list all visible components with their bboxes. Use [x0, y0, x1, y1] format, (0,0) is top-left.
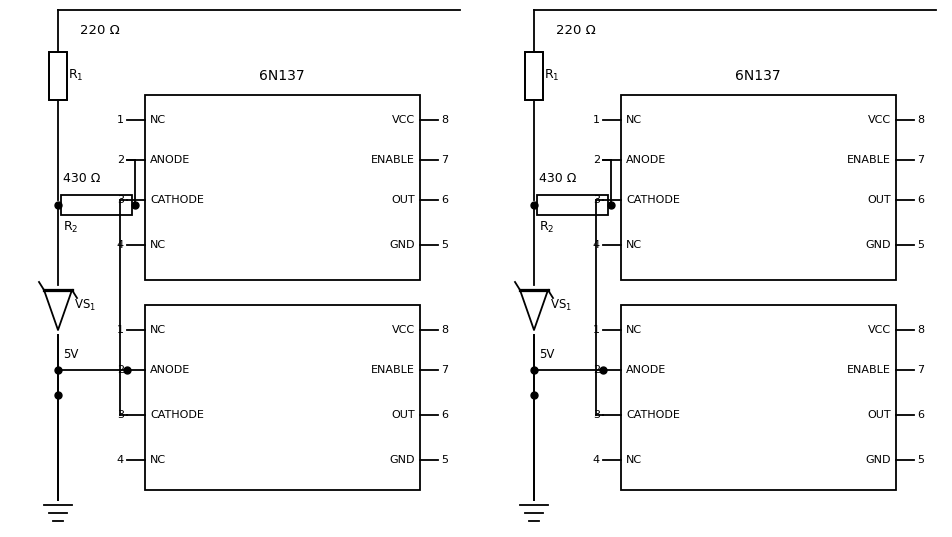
Text: 6: 6 [917, 195, 924, 205]
Text: 4: 4 [117, 240, 124, 250]
Text: 2: 2 [117, 155, 124, 165]
Text: CATHODE: CATHODE [150, 410, 204, 420]
Text: VS$_1$: VS$_1$ [550, 297, 572, 313]
Text: 4: 4 [117, 455, 124, 465]
Text: ENABLE: ENABLE [371, 155, 415, 165]
Text: OUT: OUT [391, 410, 415, 420]
Text: OUT: OUT [391, 195, 415, 205]
Text: ENABLE: ENABLE [847, 155, 891, 165]
Text: 7: 7 [917, 365, 924, 375]
Text: 8: 8 [441, 325, 448, 335]
Text: OUT: OUT [867, 195, 891, 205]
Text: 3: 3 [593, 410, 600, 420]
Bar [621, 95, 896, 280]
Text: 8: 8 [917, 325, 924, 335]
Text: R$_2$: R$_2$ [63, 220, 78, 235]
Text: NC: NC [150, 240, 167, 250]
Text: VCC: VCC [392, 325, 415, 335]
Text: 5: 5 [441, 455, 448, 465]
Text: 220 Ω: 220 Ω [80, 24, 120, 37]
Text: 8: 8 [917, 115, 924, 125]
Bar [61, 195, 132, 215]
Text: GND: GND [865, 240, 891, 250]
Text: NC: NC [150, 115, 167, 125]
Text: NC: NC [626, 115, 643, 125]
Text: 4: 4 [593, 455, 600, 465]
Text: 6: 6 [917, 410, 924, 420]
Text: 7: 7 [441, 365, 448, 375]
Bar [537, 195, 608, 215]
Text: ENABLE: ENABLE [371, 365, 415, 375]
Text: 2: 2 [593, 365, 600, 375]
Text: 5V: 5V [63, 348, 78, 361]
Text: VCC: VCC [868, 325, 891, 335]
Text: 6: 6 [441, 410, 448, 420]
Text: ENABLE: ENABLE [847, 365, 891, 375]
Text: GND: GND [389, 240, 415, 250]
Text: NC: NC [626, 240, 643, 250]
Text: 1: 1 [593, 115, 600, 125]
Text: 6N137: 6N137 [259, 69, 305, 83]
Text: R$_1$: R$_1$ [68, 68, 84, 83]
Text: 430 Ω: 430 Ω [539, 172, 576, 185]
Bar [525, 52, 543, 100]
Text: R$_1$: R$_1$ [544, 68, 560, 83]
Text: 5: 5 [917, 240, 924, 250]
Text: OUT: OUT [867, 410, 891, 420]
Bar [525, 52, 543, 100]
Text: 430 Ω: 430 Ω [63, 172, 100, 185]
Text: VCC: VCC [392, 115, 415, 125]
Text: VS$_1$: VS$_1$ [74, 297, 96, 313]
Bar [49, 52, 67, 100]
Text: NC: NC [150, 455, 167, 465]
Text: GND: GND [865, 455, 891, 465]
Text: 7: 7 [917, 155, 924, 165]
Text: 7: 7 [441, 155, 448, 165]
Text: 3: 3 [117, 410, 124, 420]
Text: 5: 5 [441, 240, 448, 250]
Text: 2: 2 [593, 155, 600, 165]
Text: ANODE: ANODE [150, 365, 190, 375]
Text: CATHODE: CATHODE [626, 195, 680, 205]
Text: ANODE: ANODE [626, 155, 666, 165]
Text: CATHODE: CATHODE [626, 410, 680, 420]
Text: 6: 6 [441, 195, 448, 205]
Text: NC: NC [150, 325, 167, 335]
Text: 5: 5 [917, 455, 924, 465]
Text: NC: NC [626, 455, 643, 465]
Bar [145, 95, 420, 280]
Text: 220 Ω: 220 Ω [556, 24, 596, 37]
Text: NC: NC [626, 325, 643, 335]
Bar [621, 305, 896, 490]
Bar [145, 305, 420, 490]
Text: 6N137: 6N137 [735, 69, 781, 83]
Text: VCC: VCC [868, 115, 891, 125]
Bar [49, 52, 67, 100]
Text: 3: 3 [117, 195, 124, 205]
Text: CATHODE: CATHODE [150, 195, 204, 205]
Text: 1: 1 [117, 325, 124, 335]
Text: 4: 4 [593, 240, 600, 250]
Text: R$_2$: R$_2$ [539, 220, 554, 235]
Text: 3: 3 [593, 195, 600, 205]
Text: 1: 1 [117, 115, 124, 125]
Text: 8: 8 [441, 115, 448, 125]
Text: 2: 2 [117, 365, 124, 375]
Text: ANODE: ANODE [150, 155, 190, 165]
Text: 5V: 5V [539, 348, 554, 361]
Text: GND: GND [389, 455, 415, 465]
Text: 1: 1 [593, 325, 600, 335]
Text: ANODE: ANODE [626, 365, 666, 375]
